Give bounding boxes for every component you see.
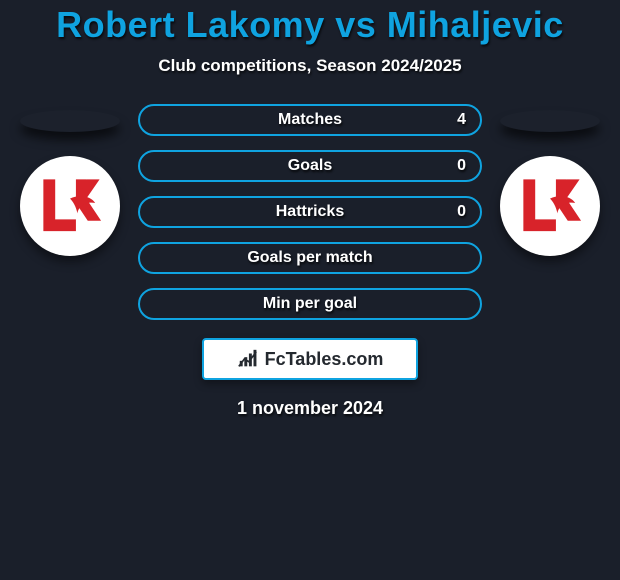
right-player-col — [500, 104, 600, 256]
stat-label: Goals — [288, 157, 332, 175]
page-subtitle: Club competitions, Season 2024/2025 — [0, 56, 620, 76]
stat-value-right: 0 — [457, 157, 466, 175]
brand-label: FcTables.com — [265, 349, 384, 370]
stat-label: Goals per match — [247, 249, 372, 267]
stat-bar: Goals 0 — [138, 150, 482, 182]
left-player-col — [20, 104, 120, 256]
stat-label: Matches — [278, 111, 342, 129]
stat-bar: Min per goal — [138, 288, 482, 320]
brand-box[interactable]: FcTables.com — [202, 338, 418, 380]
footer-date: 1 november 2024 — [237, 398, 383, 419]
stat-bars: Matches 4 Goals 0 Hattricks 0 Goals per match M… — [138, 104, 482, 320]
bar-chart-icon — [237, 348, 259, 370]
footer: FcTables.com 1 november 2024 — [0, 338, 620, 419]
stat-bar: Hattricks 0 — [138, 196, 482, 228]
left-club-logo — [20, 156, 120, 256]
page-title: Robert Lakomy vs Mihaljevic — [0, 4, 620, 46]
stat-value-right: 4 — [457, 111, 466, 129]
stat-bar: Goals per match — [138, 242, 482, 274]
lks-logo-icon — [33, 169, 107, 243]
lks-logo-icon — [513, 169, 587, 243]
player-shadow-icon — [20, 110, 120, 132]
right-club-logo — [500, 156, 600, 256]
stat-value-right: 0 — [457, 203, 466, 221]
stat-label: Hattricks — [276, 203, 344, 221]
stat-bar: Matches 4 — [138, 104, 482, 136]
stat-label: Min per goal — [263, 295, 357, 313]
player-shadow-icon — [500, 110, 600, 132]
comparison-body: Matches 4 Goals 0 Hattricks 0 Goals per match M… — [0, 104, 620, 320]
